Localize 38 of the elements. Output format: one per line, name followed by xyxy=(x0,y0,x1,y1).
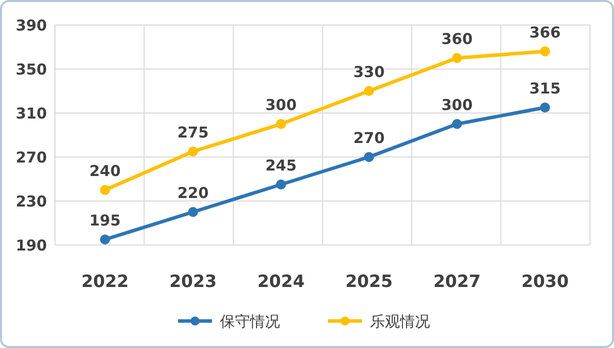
point xyxy=(452,53,462,63)
point xyxy=(276,119,286,129)
data-label: 195 xyxy=(89,212,121,230)
x-tick-label: 2027 xyxy=(433,272,481,292)
point xyxy=(452,119,462,129)
y-tick-label: 310 xyxy=(16,104,47,122)
x-tick-label: 2023 xyxy=(169,272,217,292)
point xyxy=(188,146,198,156)
point xyxy=(364,152,374,162)
x-tick-label: 2030 xyxy=(521,272,569,292)
point xyxy=(540,46,550,56)
data-label: 245 xyxy=(265,156,297,174)
y-tick-label: 390 xyxy=(16,16,47,34)
point xyxy=(540,102,550,112)
data-label: 275 xyxy=(177,124,209,142)
point xyxy=(100,185,110,195)
data-label: 300 xyxy=(265,96,297,114)
x-tick-label: 2025 xyxy=(345,272,393,292)
data-label: 315 xyxy=(529,80,561,98)
data-label: 330 xyxy=(353,63,385,81)
y-tick-label: 270 xyxy=(16,148,47,166)
data-label: 300 xyxy=(441,96,473,114)
point xyxy=(188,207,198,217)
x-tick-label: 2024 xyxy=(257,272,305,292)
point xyxy=(100,234,110,244)
y-tick-label: 230 xyxy=(16,192,47,210)
point xyxy=(364,86,374,96)
legend-label: 乐观情况 xyxy=(370,312,430,330)
data-label: 220 xyxy=(177,184,209,202)
data-label: 240 xyxy=(89,162,121,180)
legend-label: 保守情况 xyxy=(220,312,280,330)
data-label: 270 xyxy=(353,129,385,147)
data-label: 360 xyxy=(441,30,473,48)
y-tick-label: 350 xyxy=(16,60,47,78)
data-label: 366 xyxy=(529,23,561,42)
point xyxy=(276,180,286,190)
y-tick-label: 190 xyxy=(16,236,47,254)
x-tick-label: 2022 xyxy=(81,272,129,292)
